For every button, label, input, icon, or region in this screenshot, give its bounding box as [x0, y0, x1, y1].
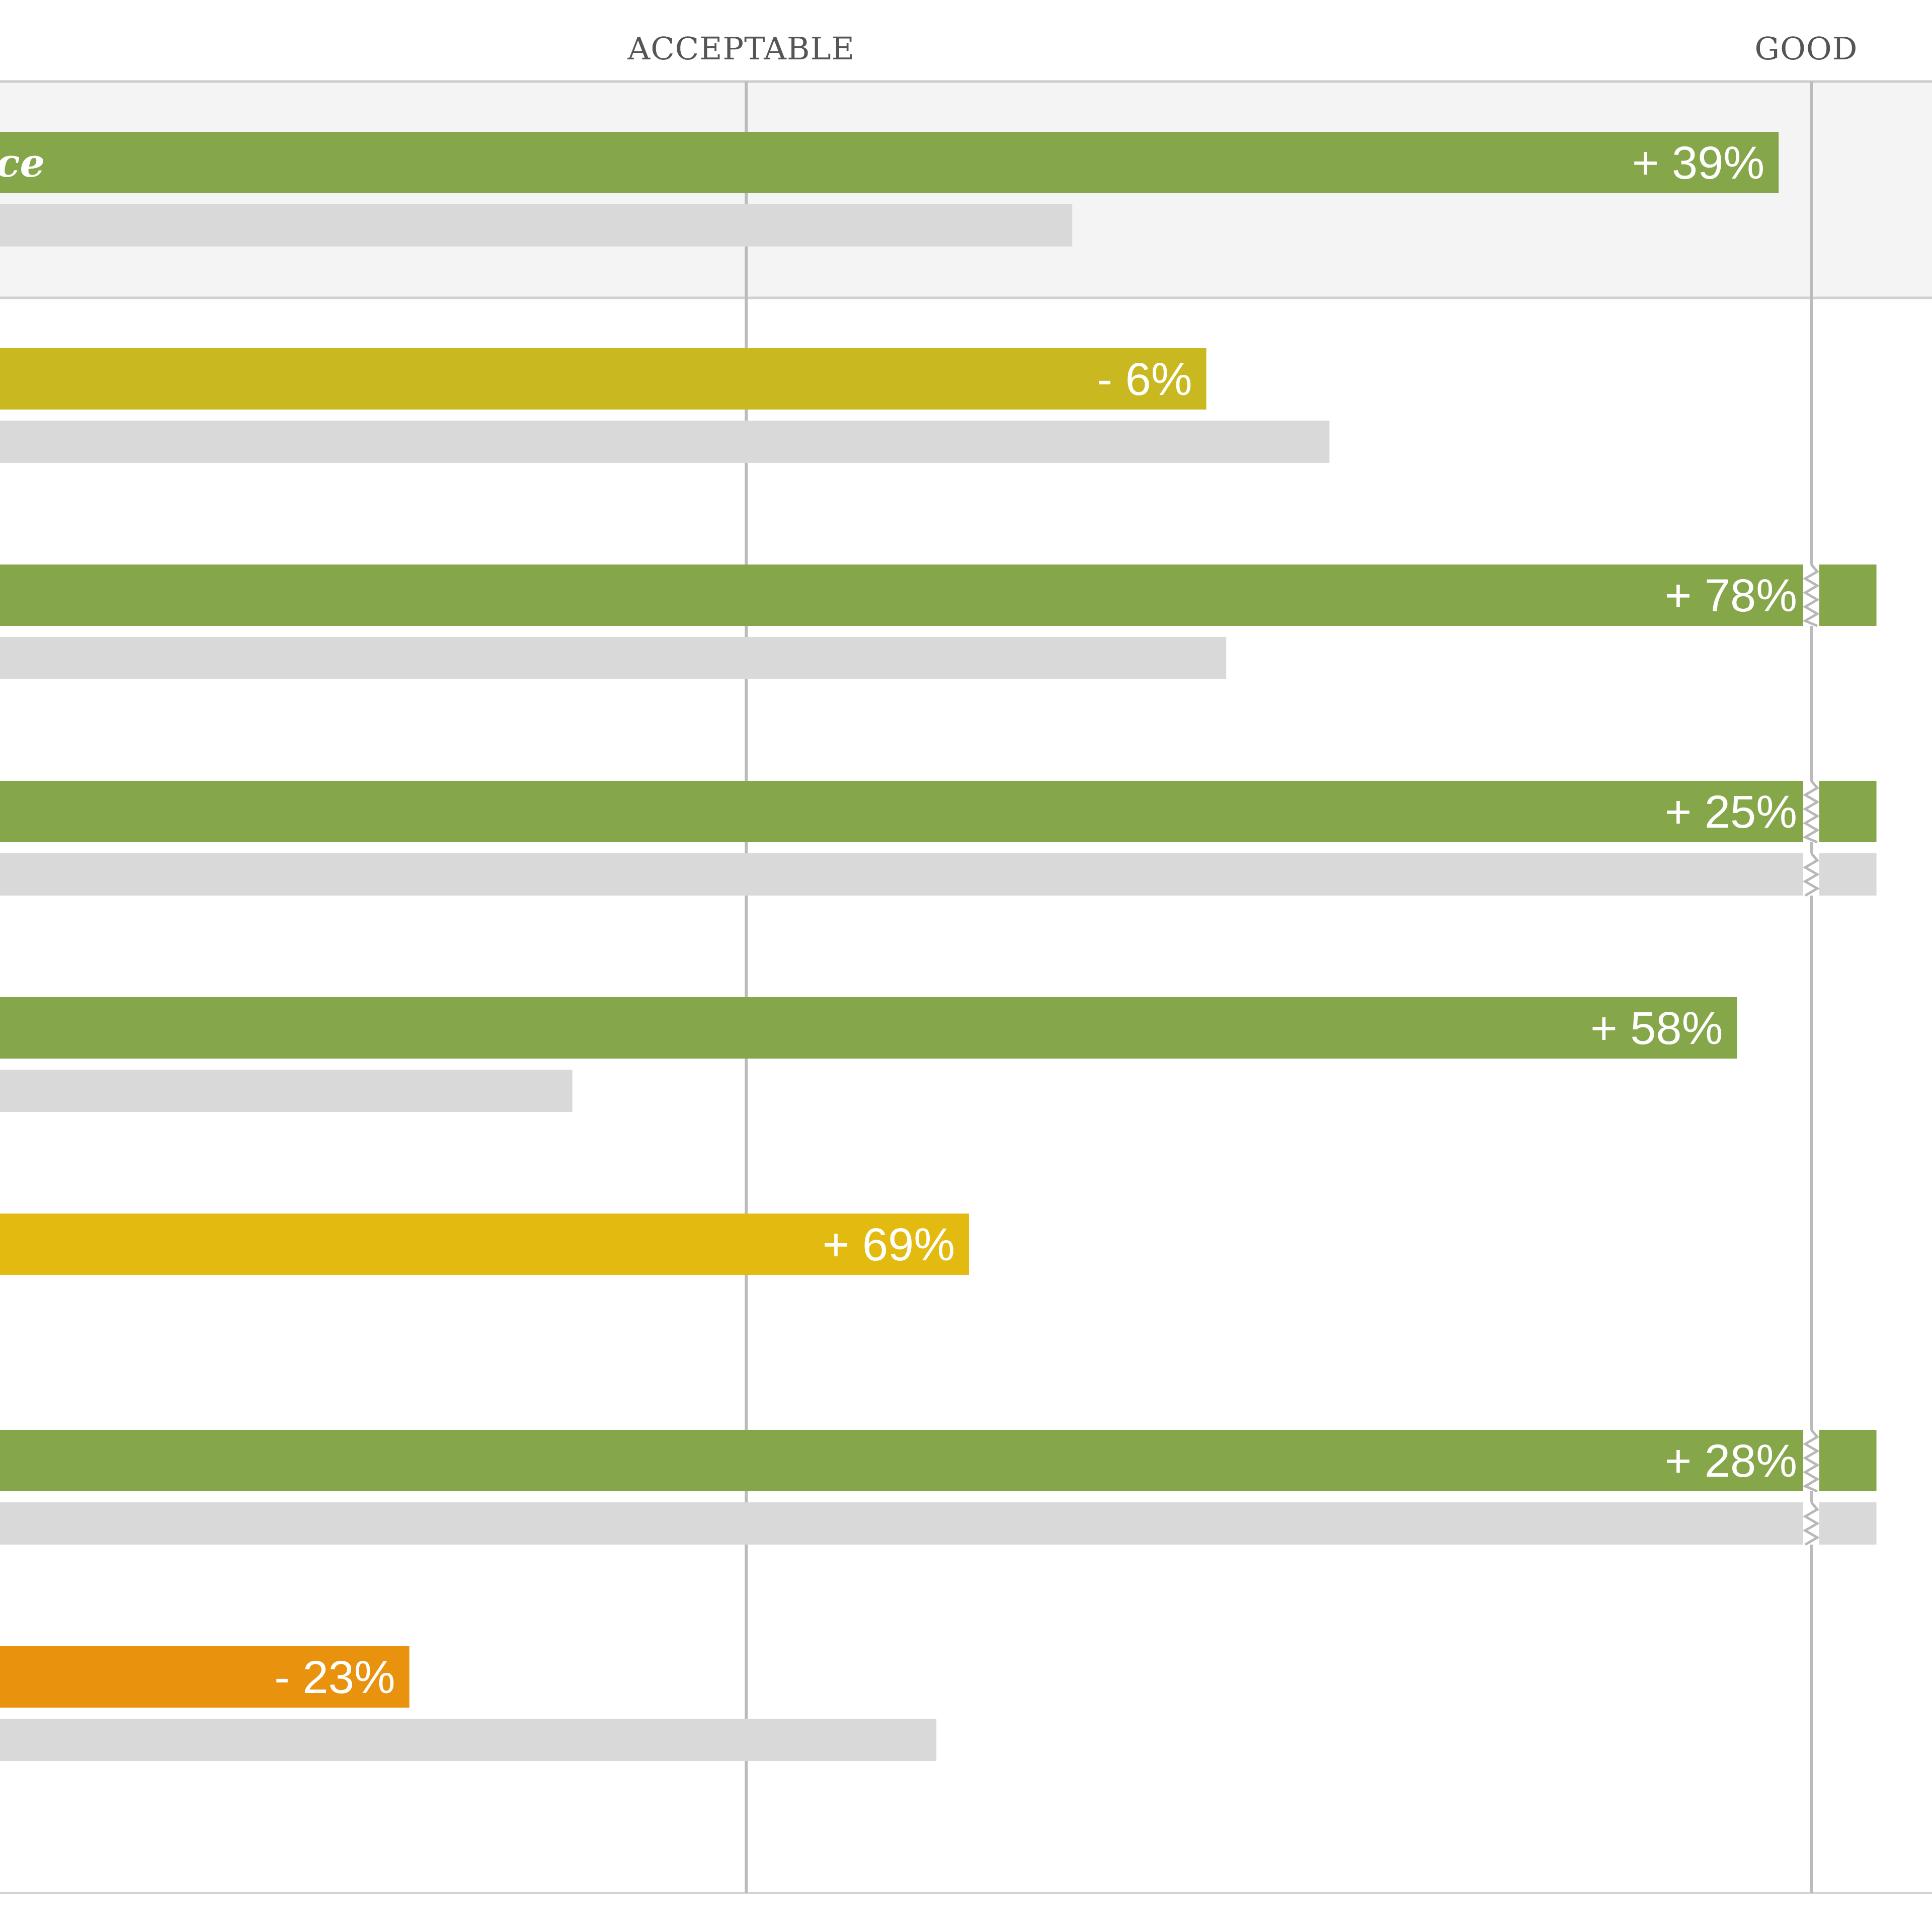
bar-value-label-row-8: - 23% — [274, 1652, 395, 1703]
bar-value-label-row-7: + 28% — [1665, 1435, 1797, 1487]
comparison-bar-row-2 — [0, 421, 1330, 463]
comparison-break-icon-row-7 — [1803, 1501, 1820, 1546]
bar-value-label-row-6: + 69% — [823, 1219, 955, 1270]
comparison-bar-row-3 — [0, 637, 1227, 679]
bar-row-4 — [0, 781, 1877, 842]
comparison-bar-row-7 — [0, 1502, 1877, 1545]
comparison-bar-row-1 — [0, 204, 1073, 247]
bar-row-5 — [0, 997, 1737, 1059]
bar-row-7 — [0, 1430, 1877, 1491]
comparison-bar-row-5 — [0, 1070, 573, 1112]
comparison-bar-row-8 — [0, 1719, 937, 1761]
threshold-label-acceptable: ACCEPTABLE — [627, 30, 855, 67]
bar-row-1 — [0, 132, 1779, 193]
bar-row-2 — [0, 348, 1206, 410]
bar-value-label-row-3: + 78% — [1665, 570, 1797, 621]
bar-break-icon-row-4 — [1802, 780, 1820, 844]
bar-row-3 — [0, 565, 1877, 626]
bar-break-icon-row-7 — [1802, 1429, 1820, 1493]
category-label-row-1: ce — [0, 140, 45, 186]
comparison-bar-row-4 — [0, 853, 1877, 896]
bar-value-label-row-5: + 58% — [1590, 1003, 1723, 1054]
bar-row-6 — [0, 1214, 969, 1275]
bar-row-8 — [0, 1646, 410, 1708]
bar-value-label-row-4: + 25% — [1665, 786, 1797, 838]
bar-value-label-row-2: - 6% — [1097, 354, 1192, 405]
comparison-break-icon-row-4 — [1803, 852, 1820, 897]
threshold-label-good: GOOD — [1755, 30, 1858, 67]
bar-break-icon-row-3 — [1802, 564, 1820, 627]
bar-value-label-row-1: + 39% — [1632, 137, 1764, 189]
